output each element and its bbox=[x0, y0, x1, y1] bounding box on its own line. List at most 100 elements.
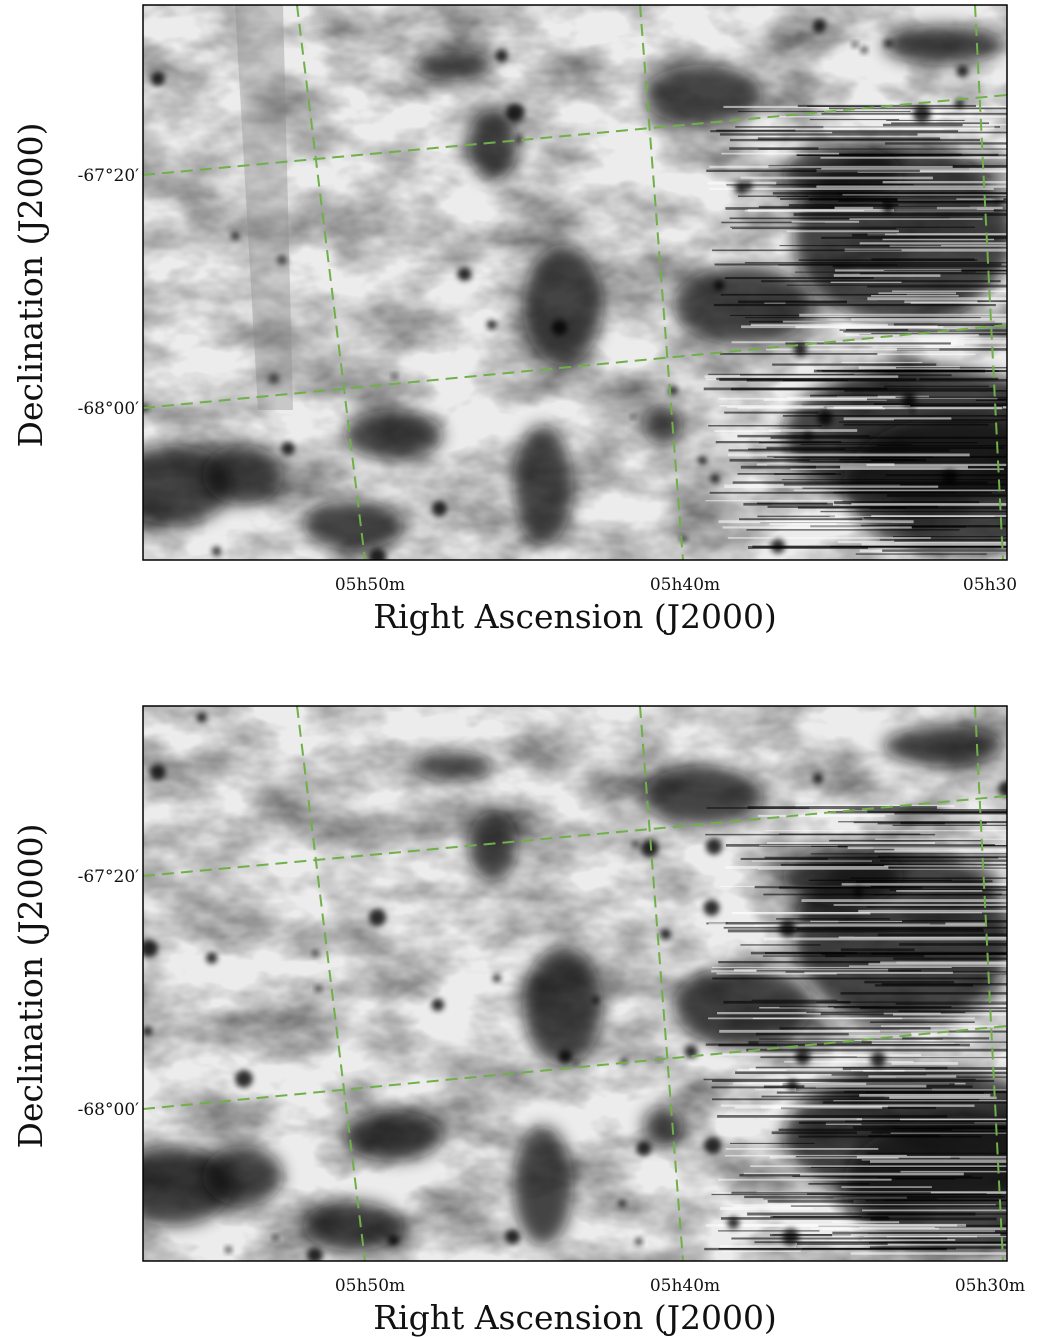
dark-cloud bbox=[883, 726, 1003, 766]
y-tick-label: -67°20′ bbox=[78, 867, 140, 887]
dark-speck bbox=[998, 780, 1007, 797]
x-axis-label: Right Ascension (J2000) bbox=[373, 1298, 777, 1337]
dark-speck bbox=[697, 455, 707, 465]
dark-cloud bbox=[883, 25, 1003, 65]
dark-speck bbox=[703, 899, 720, 916]
dark-speck bbox=[632, 841, 639, 848]
grid-line bbox=[143, 1025, 1007, 1110]
dark-cloud bbox=[513, 425, 573, 545]
dark-speck bbox=[804, 431, 813, 441]
dark-speck bbox=[368, 908, 387, 927]
dark-speck bbox=[910, 409, 915, 415]
dark-speck bbox=[635, 1238, 643, 1246]
dark-speck bbox=[703, 1136, 722, 1155]
dark-cloud bbox=[643, 1106, 683, 1146]
dark-speck bbox=[235, 1070, 253, 1088]
dark-speck bbox=[782, 1228, 800, 1246]
dark-cloud bbox=[643, 405, 683, 445]
dark-speck bbox=[705, 838, 723, 855]
grid-line bbox=[296, 5, 366, 560]
dark-cloud bbox=[523, 245, 603, 365]
dark-speck bbox=[817, 410, 833, 427]
dark-speck bbox=[727, 1216, 740, 1229]
dark-speck bbox=[734, 181, 748, 194]
dark-cloud bbox=[303, 500, 403, 550]
dark-speck bbox=[495, 49, 509, 63]
dark-speck bbox=[276, 254, 288, 266]
dark-speck bbox=[573, 1060, 579, 1066]
x-tick-label: 05h50m bbox=[335, 575, 405, 595]
dark-speck bbox=[852, 41, 858, 48]
dark-cloud bbox=[513, 1126, 573, 1246]
scan-stripe bbox=[235, 5, 293, 410]
x-tick-label: 05h30 bbox=[963, 575, 1017, 595]
dark-speck bbox=[640, 839, 659, 858]
dark-cloud bbox=[468, 110, 518, 180]
image-frame bbox=[142, 705, 1008, 1262]
y-tick-label: -67°20′ bbox=[78, 166, 140, 186]
dark-speck bbox=[884, 39, 893, 48]
dark-speck bbox=[901, 392, 917, 407]
dark-speck bbox=[779, 920, 796, 937]
dark-speck bbox=[812, 773, 823, 784]
dark-speck bbox=[306, 1247, 323, 1261]
dark-speck bbox=[812, 19, 827, 33]
dark-speck bbox=[457, 267, 472, 282]
dark-speck bbox=[551, 320, 568, 336]
sky-image bbox=[143, 5, 1007, 560]
dark-speck bbox=[912, 104, 931, 123]
dark-speck bbox=[882, 202, 894, 214]
dark-speck bbox=[315, 985, 322, 992]
dark-cloud bbox=[673, 966, 813, 1046]
dark-speck bbox=[268, 372, 280, 384]
dark-cloud bbox=[843, 1116, 1007, 1256]
dark-speck bbox=[853, 887, 863, 897]
dark-speck bbox=[793, 342, 808, 357]
dark-speck bbox=[713, 280, 725, 291]
dark-speck bbox=[231, 231, 240, 240]
x-tick-label: 05h50m bbox=[335, 1276, 405, 1296]
grid-line bbox=[974, 706, 1004, 1261]
sky-image bbox=[143, 706, 1007, 1261]
dark-speck bbox=[515, 135, 523, 144]
dark-cloud bbox=[413, 751, 493, 781]
dark-speck bbox=[795, 1049, 811, 1065]
dark-speck bbox=[506, 103, 525, 122]
dark-cloud bbox=[343, 1111, 443, 1161]
dark-speck bbox=[860, 46, 868, 54]
dark-speck bbox=[870, 1052, 886, 1068]
dark-speck bbox=[492, 974, 501, 983]
y-axis-label: Declination (J2000) bbox=[11, 824, 50, 1149]
x-axis-label: Right Ascension (J2000) bbox=[373, 597, 777, 636]
x-tick-label: 05h30m bbox=[955, 1276, 1025, 1296]
grid-line bbox=[639, 706, 684, 1261]
dark-speck bbox=[786, 1079, 799, 1091]
dark-cloud bbox=[303, 1201, 403, 1251]
dark-speck bbox=[431, 501, 447, 517]
grid-line bbox=[143, 324, 1007, 409]
y-tick-label: -68°00′ bbox=[78, 1100, 140, 1120]
dark-cloud bbox=[343, 410, 443, 460]
dark-speck bbox=[636, 1141, 652, 1157]
dark-speck bbox=[211, 546, 222, 556]
grid-line bbox=[974, 5, 1004, 560]
dark-speck bbox=[486, 320, 497, 330]
image-frame bbox=[142, 4, 1008, 561]
dark-speck bbox=[225, 1246, 232, 1253]
grid-line bbox=[143, 795, 1007, 877]
dark-speck bbox=[431, 998, 445, 1012]
dark-speck bbox=[149, 764, 166, 781]
dark-cloud bbox=[783, 846, 903, 906]
dark-cloud bbox=[413, 50, 493, 80]
dark-cloud bbox=[643, 65, 763, 125]
dark-speck bbox=[196, 712, 207, 723]
dark-speck bbox=[630, 414, 636, 420]
y-axis-label: Declination (J2000) bbox=[11, 123, 50, 448]
dark-speck bbox=[558, 1049, 572, 1064]
dark-speck bbox=[994, 198, 1001, 205]
dark-speck bbox=[272, 1235, 279, 1241]
dark-cloud bbox=[523, 946, 603, 1066]
grid-line bbox=[296, 706, 366, 1261]
dark-speck bbox=[143, 939, 158, 958]
